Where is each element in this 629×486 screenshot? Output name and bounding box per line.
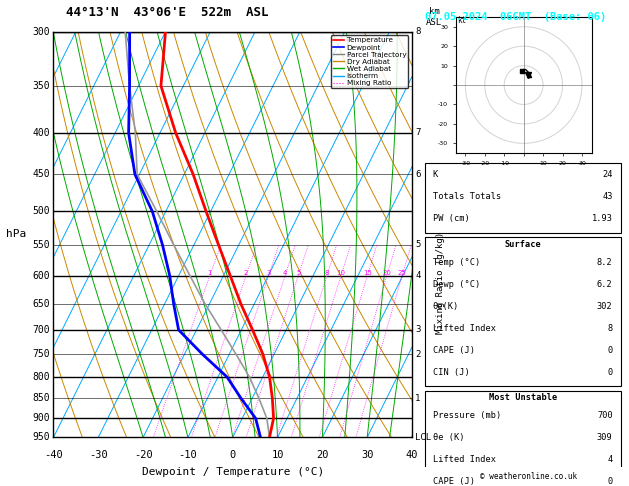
Text: 4: 4 (608, 455, 613, 464)
Text: PW (cm): PW (cm) (433, 214, 469, 223)
Text: 4: 4 (415, 271, 421, 280)
Text: 350: 350 (33, 81, 50, 91)
Legend: Temperature, Dewpoint, Parcel Trajectory, Dry Adiabat, Wet Adiabat, Isotherm, Mi: Temperature, Dewpoint, Parcel Trajectory… (331, 35, 408, 88)
Text: 950: 950 (33, 433, 50, 442)
Text: 1: 1 (415, 394, 421, 403)
Text: 8: 8 (608, 324, 613, 332)
Text: 2: 2 (415, 350, 421, 359)
Text: 30: 30 (361, 450, 374, 460)
Text: -30: -30 (89, 450, 108, 460)
Text: 2: 2 (244, 270, 248, 276)
Text: 1: 1 (208, 270, 212, 276)
Text: hPa: hPa (6, 229, 26, 240)
Text: © weatheronline.co.uk: © weatheronline.co.uk (480, 472, 577, 481)
Text: Dewpoint / Temperature (°C): Dewpoint / Temperature (°C) (142, 467, 324, 477)
Text: 4: 4 (283, 270, 287, 276)
Text: 309: 309 (597, 434, 613, 442)
Text: 300: 300 (33, 27, 50, 36)
Text: 700: 700 (33, 325, 50, 335)
Text: CIN (J): CIN (J) (433, 368, 469, 377)
Text: Surface: Surface (504, 240, 541, 249)
Text: 550: 550 (33, 240, 50, 250)
Text: 0: 0 (608, 368, 613, 377)
Text: 40: 40 (406, 450, 418, 460)
Text: 43: 43 (602, 192, 613, 201)
Text: 07.05.2024  06GMT  (Base: 06): 07.05.2024 06GMT (Base: 06) (425, 12, 606, 22)
Text: Totals Totals: Totals Totals (433, 192, 501, 201)
Text: 800: 800 (33, 372, 50, 382)
Text: 600: 600 (33, 271, 50, 280)
Text: θe (K): θe (K) (433, 434, 464, 442)
Text: 5: 5 (415, 241, 421, 249)
Text: 25: 25 (398, 270, 406, 276)
Text: 750: 750 (33, 349, 50, 359)
Text: 20: 20 (382, 270, 391, 276)
Text: Temp (°C): Temp (°C) (433, 258, 480, 266)
Text: θe(K): θe(K) (433, 302, 459, 311)
Text: 0: 0 (230, 450, 236, 460)
Text: LCL: LCL (415, 433, 431, 442)
Text: kt: kt (457, 16, 467, 25)
Text: 8.2: 8.2 (597, 258, 613, 266)
Text: Most Unstable: Most Unstable (489, 393, 557, 402)
Text: 400: 400 (33, 128, 50, 138)
Text: 302: 302 (597, 302, 613, 311)
Text: 500: 500 (33, 207, 50, 216)
Text: -20: -20 (134, 450, 152, 460)
Text: 6.2: 6.2 (597, 279, 613, 289)
Text: Lifted Index: Lifted Index (433, 455, 496, 464)
Text: 900: 900 (33, 414, 50, 423)
Text: 8: 8 (325, 270, 329, 276)
Text: 0: 0 (608, 477, 613, 486)
Text: 850: 850 (33, 393, 50, 403)
Text: 7: 7 (415, 128, 421, 138)
Text: Dewp (°C): Dewp (°C) (433, 279, 480, 289)
Text: 6: 6 (415, 170, 421, 179)
Text: Mixing Ratio (g/kg): Mixing Ratio (g/kg) (436, 232, 445, 334)
Text: km
ASL: km ASL (426, 7, 442, 27)
Text: CAPE (J): CAPE (J) (433, 477, 475, 486)
Text: 15: 15 (363, 270, 372, 276)
Text: K: K (433, 170, 438, 179)
Text: Lifted Index: Lifted Index (433, 324, 496, 332)
Text: Pressure (mb): Pressure (mb) (433, 411, 501, 420)
Text: 3: 3 (415, 326, 421, 334)
Text: 3: 3 (266, 270, 271, 276)
Text: 44°13'N  43°06'E  522m  ASL: 44°13'N 43°06'E 522m ASL (66, 6, 269, 19)
Text: 5: 5 (296, 270, 301, 276)
Text: 10: 10 (271, 450, 284, 460)
Text: 10: 10 (337, 270, 345, 276)
Text: -40: -40 (44, 450, 63, 460)
Text: 24: 24 (602, 170, 613, 179)
Text: -10: -10 (179, 450, 198, 460)
Text: 0: 0 (608, 346, 613, 355)
Text: 700: 700 (597, 411, 613, 420)
Text: 450: 450 (33, 169, 50, 179)
Text: 650: 650 (33, 299, 50, 309)
Text: 20: 20 (316, 450, 328, 460)
Text: CAPE (J): CAPE (J) (433, 346, 475, 355)
Text: 8: 8 (415, 27, 421, 36)
Text: 1.93: 1.93 (592, 214, 613, 223)
